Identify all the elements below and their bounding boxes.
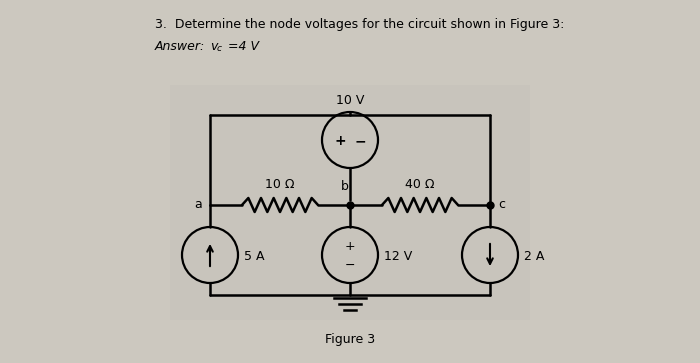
Text: +: + xyxy=(344,241,356,253)
Text: −: − xyxy=(354,134,366,148)
Bar xyxy=(170,85,530,320)
Text: 10 V: 10 V xyxy=(336,94,364,107)
Text: c: c xyxy=(217,44,222,53)
Text: 12 V: 12 V xyxy=(384,250,412,264)
Text: 5 A: 5 A xyxy=(244,250,265,264)
Text: c: c xyxy=(498,199,505,212)
Text: b: b xyxy=(341,180,349,193)
Text: Answer:: Answer: xyxy=(155,40,209,53)
Text: +: + xyxy=(334,134,346,148)
Text: =4 V: =4 V xyxy=(224,40,259,53)
Text: −: − xyxy=(344,258,355,272)
Text: 40 Ω: 40 Ω xyxy=(405,178,435,191)
Text: v: v xyxy=(210,40,218,53)
Text: 3.  Determine the node voltages for the circuit shown in Figure 3:: 3. Determine the node voltages for the c… xyxy=(155,18,564,31)
Text: a: a xyxy=(195,199,202,212)
Text: 10 Ω: 10 Ω xyxy=(265,178,295,191)
Text: 2 A: 2 A xyxy=(524,250,545,264)
Text: Figure 3: Figure 3 xyxy=(325,334,375,347)
